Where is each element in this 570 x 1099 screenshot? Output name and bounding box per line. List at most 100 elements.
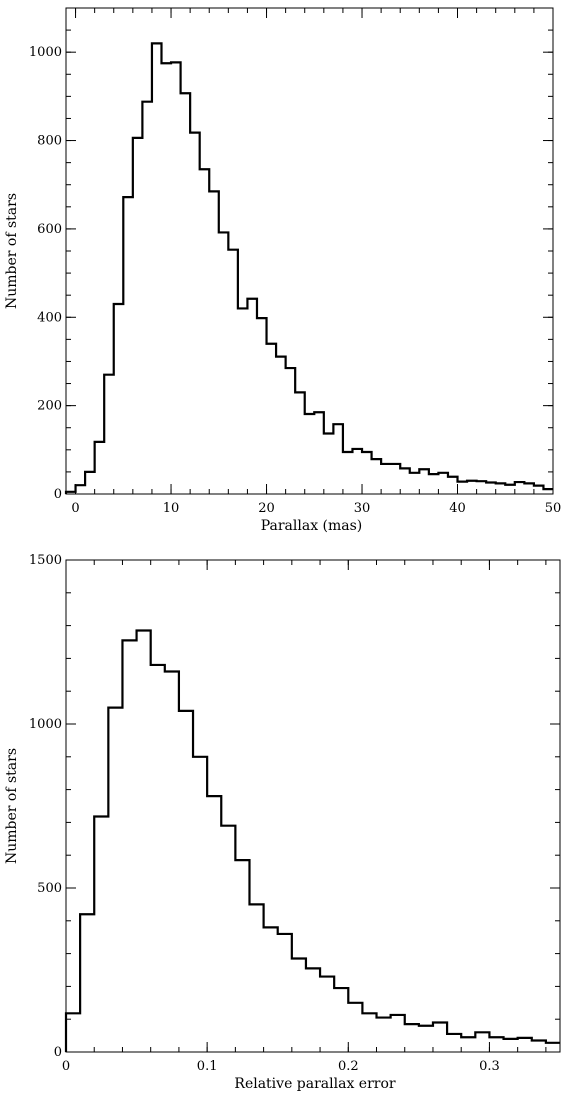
histogram-bin: [94, 816, 108, 1052]
histogram-bin: [524, 483, 534, 494]
y-tick-label-1500: 1500: [29, 553, 62, 568]
y-tick-label-800: 800: [37, 134, 62, 149]
histogram-bin: [305, 414, 315, 494]
histogram-bin: [334, 988, 348, 1052]
y-axis-label: Number of stars: [4, 748, 20, 864]
histogram-bin: [123, 197, 133, 494]
histogram-bin: [108, 708, 122, 1052]
x-tick-label-10: 10: [163, 501, 180, 516]
histogram-bins: [66, 43, 553, 494]
histogram-bin: [333, 424, 343, 494]
histogram-bin: [228, 250, 238, 494]
histogram-bin: [448, 477, 458, 494]
histogram-bin: [429, 474, 439, 494]
histogram-bin: [372, 459, 382, 494]
chart-panel-parallax: 0 10 20 30 40 50 0 200 400 600 800 1000 Parallax (ma…: [4, 7, 562, 534]
histogram-bin: [190, 133, 200, 494]
x-tick-label-0p2: 0.2: [338, 1059, 359, 1074]
histogram-bin: [151, 665, 165, 1052]
histogram-bin: [235, 860, 249, 1052]
x-tick-label-40: 40: [449, 501, 466, 516]
histogram-bin: [114, 304, 124, 494]
histogram-bin: [133, 138, 143, 494]
histogram-bin: [486, 483, 496, 494]
plot-frame: [65, 559, 561, 1053]
histogram-bin: [419, 1026, 433, 1052]
plot-frame: [65, 7, 554, 495]
histogram-bin: [489, 1037, 503, 1052]
histogram-bin: [76, 485, 86, 494]
histogram-bin: [247, 299, 257, 494]
histogram-bin: [534, 486, 544, 494]
histogram-bin: [179, 711, 193, 1052]
histogram-bin: [171, 62, 181, 494]
histogram-bin: [267, 344, 277, 494]
histogram-bin: [405, 1024, 419, 1052]
histogram-bin: [219, 232, 229, 494]
y-tick-label-0: 0: [54, 487, 62, 502]
chart-panel-rel-error: 0 0.1 0.2 0.3 0 500 1000 1500 Relative parallax …: [4, 553, 561, 1092]
histogram-bin: [475, 1032, 489, 1052]
histogram-bin: [95, 442, 105, 494]
histogram-bin: [193, 757, 207, 1052]
histogram-bin: [348, 1003, 362, 1052]
histogram-bin: [264, 927, 278, 1052]
histogram-bin: [391, 1015, 405, 1052]
histogram-bin: [122, 640, 136, 1052]
histogram-bin: [447, 1034, 461, 1052]
histogram-bin: [249, 904, 263, 1052]
histogram-bin: [85, 472, 95, 494]
histogram-bin: [532, 1041, 546, 1052]
histogram-bin: [278, 934, 292, 1052]
histogram-bin: [209, 191, 219, 494]
histogram-bin: [505, 485, 515, 494]
x-tick-label-0p3: 0.3: [479, 1059, 500, 1074]
x-axis-label: Parallax (mas): [261, 518, 363, 534]
histogram-bin: [137, 631, 151, 1052]
histogram-bin: [458, 482, 468, 494]
x-tick-label-30: 30: [354, 501, 371, 516]
histogram-bin: [320, 977, 334, 1052]
histogram-bin: [314, 412, 324, 494]
y-tick-label-0: 0: [54, 1045, 62, 1060]
histogram-bin: [165, 672, 179, 1052]
histogram-bin: [461, 1037, 475, 1052]
y-axis-label: Number of stars: [4, 193, 20, 309]
histogram-bin: [343, 452, 353, 494]
histogram-bin: [381, 464, 391, 494]
histogram-bin: [292, 959, 306, 1052]
histogram-bin: [504, 1039, 518, 1052]
histogram-bin: [80, 914, 94, 1052]
histogram-bin: [152, 43, 162, 494]
histogram-bin: [400, 468, 410, 494]
x-tick-label-50: 50: [545, 501, 562, 516]
histogram-bin: [161, 63, 171, 494]
histogram-bin: [477, 481, 487, 494]
histogram-bin: [546, 1043, 560, 1052]
x-tick-label-20: 20: [258, 501, 275, 516]
y-tick-label-1000: 1000: [29, 717, 62, 732]
histogram-bin: [419, 469, 429, 494]
histogram-bin: [181, 93, 191, 494]
histogram-step-line: [64, 629, 560, 1052]
y-tick-label-500: 500: [37, 881, 62, 896]
x-tick-label-0: 0: [71, 501, 79, 516]
histogram-bins: [66, 631, 560, 1052]
histogram-bin: [200, 169, 210, 494]
histogram-bin: [142, 102, 152, 494]
histogram-bin: [276, 357, 286, 494]
histogram-bin: [295, 392, 305, 494]
histogram-bin: [438, 473, 448, 494]
histogram-bin: [515, 482, 525, 494]
histogram-bin: [221, 826, 235, 1052]
histogram-bin: [207, 796, 221, 1052]
histogram-bin: [352, 449, 362, 494]
histogram-bin: [410, 473, 420, 494]
histogram-step-line: [64, 42, 553, 494]
y-tick-label-600: 600: [37, 222, 62, 237]
histogram-bin: [496, 483, 506, 494]
y-tick-label-400: 400: [37, 310, 62, 325]
x-tick-label-0p1: 0.1: [197, 1059, 218, 1074]
histogram-bin: [324, 433, 334, 494]
